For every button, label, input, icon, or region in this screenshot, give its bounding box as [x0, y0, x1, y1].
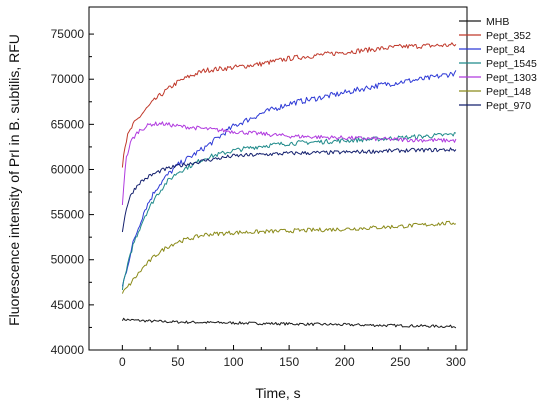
series-line-pept-148 [121, 220, 457, 294]
series-layer [121, 42, 457, 329]
y-tick-label: 45000 [51, 298, 85, 312]
x-tick-label: 150 [279, 355, 299, 369]
plot-frame [88, 6, 468, 351]
x-tick-label: 200 [335, 355, 355, 369]
series-line-pept-970 [121, 147, 457, 233]
x-tick-label: 250 [390, 355, 410, 369]
x-tick-label: 100 [224, 355, 244, 369]
legend-label: Pept_1545 [486, 58, 537, 70]
y-tick-label: 65000 [51, 117, 85, 131]
legend-label: Pept_970 [486, 100, 531, 112]
y-axis-title: Fluorescence intensity of PrI in B. subt… [6, 34, 22, 326]
series-line-pept-1545 [121, 132, 457, 291]
y-tick-label: 70000 [51, 72, 85, 86]
series-line-pept-84 [121, 70, 457, 287]
y-tick-label: 55000 [51, 208, 85, 222]
x-axis-title: Time, s [255, 385, 300, 401]
legend: MHB Pept_352 Pept_84 Pept_1545 Pept_1303 Pept… [459, 16, 537, 112]
legend-label: Pept_1303 [486, 72, 537, 84]
series-line-mhb [121, 317, 457, 329]
y-tick-label: 40000 [51, 343, 85, 357]
series-line-pept-352 [121, 42, 457, 168]
legend-label: MHB [486, 16, 509, 28]
x-tick-label: 50 [171, 355, 185, 369]
y-tick-label: 60000 [51, 162, 85, 176]
series-line-pept-1303 [121, 121, 457, 206]
y-tick-label: 50000 [51, 253, 85, 267]
axis-ticks: 0 50 100 150 200 250 300 40000 45000 50000 55000 60… [51, 27, 467, 369]
x-tick-label: 0 [119, 355, 126, 369]
y-tick-label: 75000 [51, 27, 85, 41]
legend-label: Pept_352 [486, 30, 531, 42]
x-tick-label: 300 [446, 355, 466, 369]
legend-label: Pept_84 [486, 44, 525, 56]
legend-label: Pept_148 [486, 86, 531, 98]
